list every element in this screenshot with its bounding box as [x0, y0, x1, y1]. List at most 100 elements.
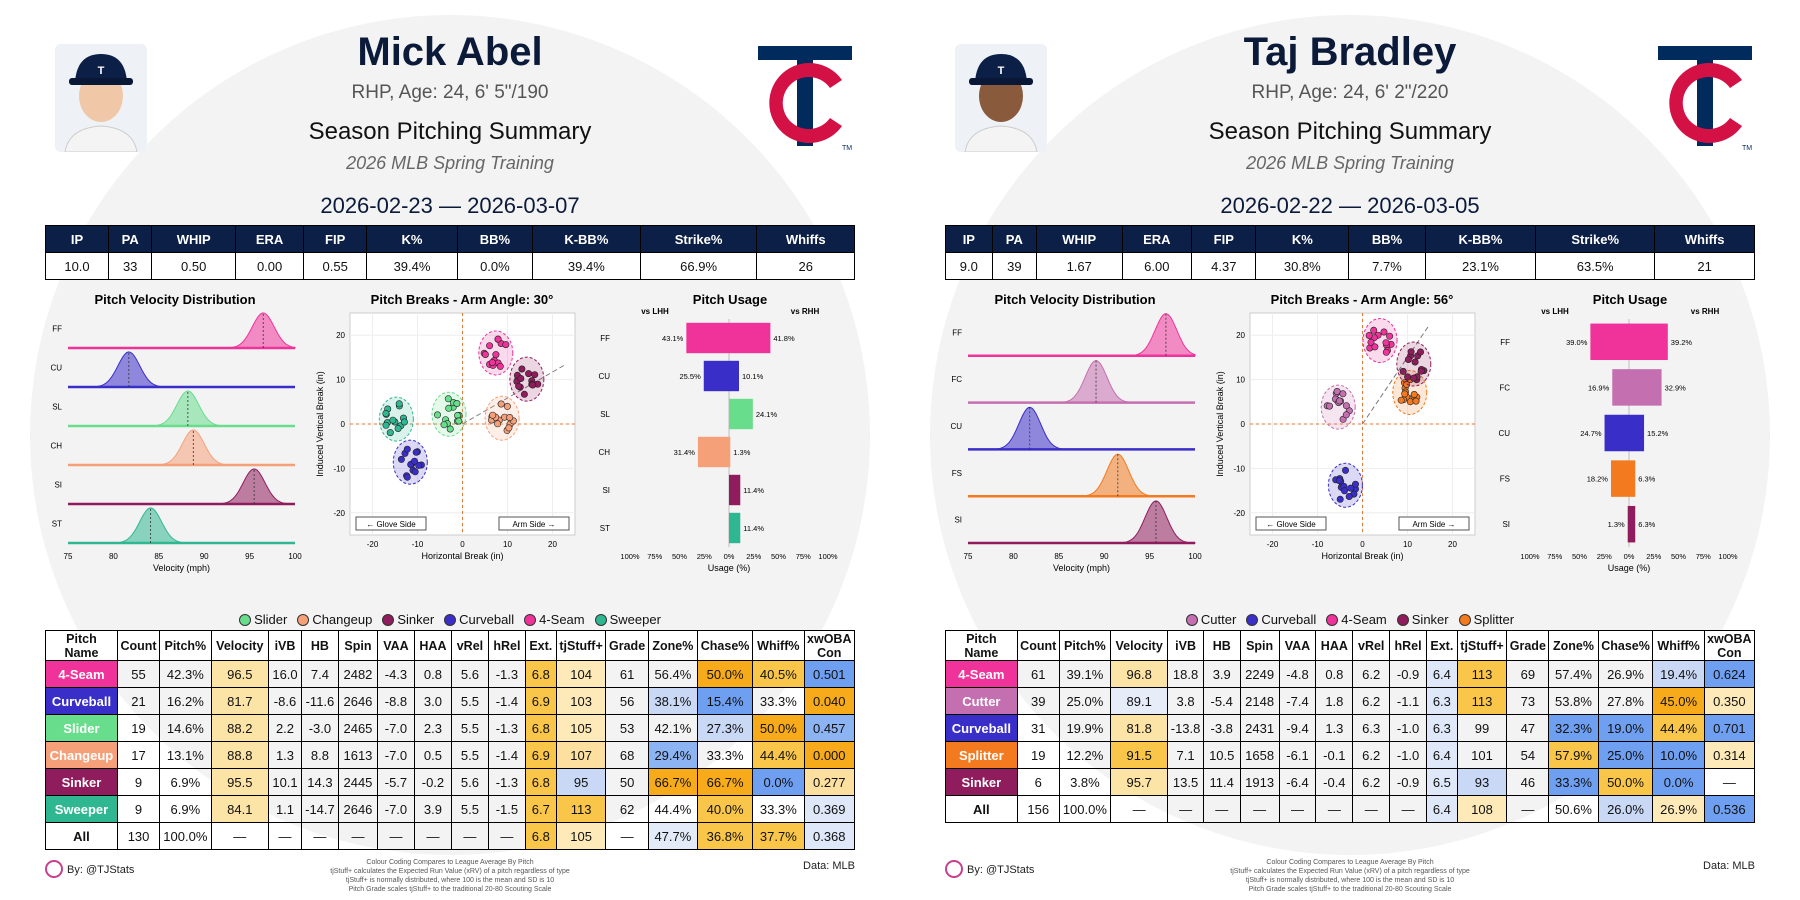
table-header: Whiff%: [752, 630, 805, 661]
table-cell: 18.8: [1167, 660, 1204, 688]
footer-note: tjStuff+ calculates the Expected Run Val…: [330, 868, 570, 875]
table-cell: —: [1202, 795, 1241, 823]
footer-note: Pitch Grade scales tjStuff+ to the tradi…: [348, 886, 552, 893]
stat-header: PA: [991, 225, 1037, 253]
stat-value: 21: [1654, 252, 1755, 280]
pitch-point: [497, 400, 505, 408]
table-cell: 19.9%: [1058, 714, 1111, 742]
pitch-point: [525, 370, 533, 378]
table-cell: 6.2: [1352, 687, 1391, 715]
table-cell: 6.5: [1426, 768, 1458, 796]
pitch-point: [1335, 477, 1343, 485]
pitch-point: [412, 448, 420, 456]
table-cell: 130: [116, 822, 161, 850]
table-cell: 84.1: [210, 795, 270, 823]
pitch-point: [1397, 396, 1405, 404]
velocity-row-label: FF: [952, 328, 962, 337]
velocity-tick: 90: [1100, 552, 1109, 561]
usage-value-rhh: 1.3%: [733, 448, 750, 457]
usage-row-label: CU: [1498, 429, 1510, 438]
velocity-chart: Pitch Velocity Distribution FF CU SL CH SI ST 7…: [50, 292, 302, 573]
stat-header: WHIP: [1035, 225, 1123, 253]
table-cell: 104: [555, 660, 607, 688]
stat-header: ERA: [1121, 225, 1193, 253]
table-cell: 6.2: [1352, 660, 1391, 688]
usage-tick: 50%: [672, 552, 687, 561]
usage-tick: 0%: [724, 552, 735, 561]
table-header: iVB: [268, 630, 302, 661]
pitch-point: [1342, 402, 1350, 410]
season-stats-table: IP PA WHIP ERA FIP K% BB% K-BB% Strike% Whiffs 10.…: [45, 225, 855, 280]
table-cell: 55: [116, 660, 161, 688]
breaks-ytick: 20: [336, 331, 345, 340]
stat-header: FIP: [303, 225, 368, 253]
usage-xlabel: Usage (%): [708, 563, 751, 573]
legend-label: Cutter: [1200, 612, 1237, 627]
pitch-name-cell: Splitter: [945, 741, 1018, 769]
table-cell: 50.6%: [1548, 795, 1599, 823]
velocity-tick: 90: [200, 552, 209, 561]
table-header: VAA: [1278, 630, 1317, 661]
pitch-point: [445, 404, 453, 412]
pitch-point: [1417, 367, 1425, 375]
usage-tick: 75%: [1547, 552, 1562, 561]
pitch-point: [529, 381, 537, 389]
table-cell: 6.4: [1426, 741, 1458, 769]
velocity-row-label: CU: [50, 364, 62, 373]
usage-bar-lhh: [1612, 369, 1629, 406]
table-cell: —: [1167, 795, 1204, 823]
usage-value-lhh: 43.1%: [662, 334, 684, 343]
usage-row-label: CU: [598, 372, 610, 381]
pitch-point: [382, 410, 390, 418]
pitch-point: [1411, 358, 1419, 366]
table-cell: 38.1%: [647, 687, 699, 715]
table-cell: 0.501: [803, 660, 856, 688]
table-row: Curveball 21 16.2% 81.7 -8.6 -11.6 2646 -8.8 3.0…: [45, 687, 856, 715]
table-cell: 12.2%: [1058, 741, 1111, 769]
pitch-point: [382, 421, 390, 429]
pitch-point: [411, 468, 419, 476]
velocity-row-label: SL: [52, 403, 62, 412]
usage-value-rhh: 41.8%: [773, 334, 795, 343]
table-cell: —: [337, 822, 378, 850]
pitch-point: [506, 414, 514, 422]
pitch-usage-chart: Pitch Usage vs LHH vs RHH FF 39.0% 39.2% FC 16.…: [1498, 292, 1737, 573]
pitch-point: [1370, 326, 1378, 334]
stat-header: K%: [1255, 225, 1350, 253]
table-cell: 33.3%: [752, 687, 805, 715]
footer-note: Pitch Grade scales tjStuff+ to the tradi…: [1248, 886, 1452, 893]
table-cell: 66.7%: [647, 768, 699, 796]
table-cell: 32.3%: [1548, 714, 1599, 742]
table-cell: 113: [1456, 687, 1508, 715]
pitch-table: Pitch Name Count Pitch% Velocity iVB HB Spin VA…: [945, 630, 1756, 823]
pitch-point: [389, 416, 397, 424]
table-cell: 5.6: [450, 768, 489, 796]
stat-header: PA: [107, 225, 153, 253]
pitch-cluster: [509, 356, 545, 402]
velocity-density: [68, 468, 296, 505]
table-cell: 113: [555, 795, 607, 823]
table-cell: -8.6: [268, 687, 302, 715]
table-cell: 50: [605, 768, 649, 796]
table-header: iVB: [1167, 630, 1204, 661]
table-cell: 27.3%: [697, 714, 754, 742]
usage-bar-rhh: [729, 322, 771, 354]
table-cell: 73: [1506, 687, 1550, 715]
table-cell: 6.8: [524, 822, 557, 850]
usage-rhh-label: vs RHH: [1691, 307, 1720, 316]
legend-swatch: [524, 614, 537, 626]
usage-row-label: FF: [600, 334, 610, 343]
header-info: RHP, Age: 24, 6' 5"/190: [351, 82, 549, 103]
legend-swatch: [1246, 614, 1259, 626]
table-cell: -0.2: [413, 768, 452, 796]
stat-value: 7.7%: [1348, 252, 1426, 280]
table-cell: —: [413, 822, 452, 850]
usage-title: Pitch Usage: [1593, 292, 1667, 307]
usage-xlabel: Usage (%): [1608, 563, 1651, 573]
breaks-ytick: 10: [336, 376, 345, 385]
table-cell: 5.6: [450, 660, 489, 688]
table-cell: 6.4: [1426, 795, 1458, 823]
table-cell: 100.0%: [159, 822, 212, 850]
table-cell: 17: [116, 741, 161, 769]
stat-header: WHIP: [151, 225, 237, 253]
